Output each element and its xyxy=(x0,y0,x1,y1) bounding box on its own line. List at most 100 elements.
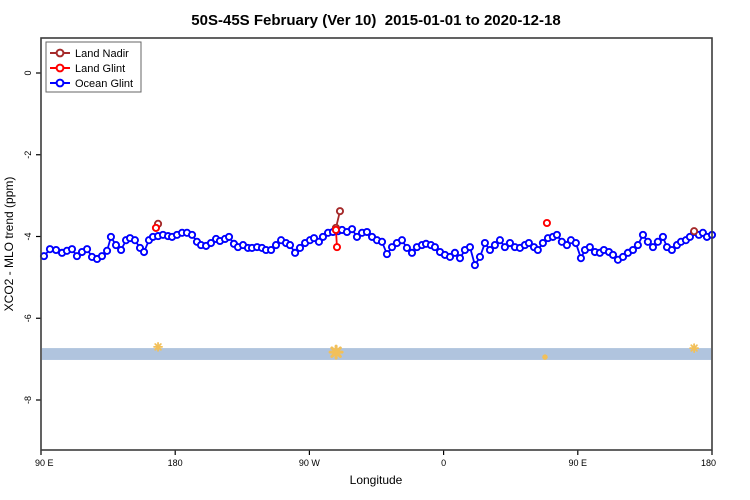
ocean-glint-point xyxy=(267,245,276,255)
ocean-glint-point xyxy=(667,245,676,255)
ocean-glint-point xyxy=(377,237,387,246)
ocean-glint-point xyxy=(455,254,465,263)
chart-title: 50S-45S February (Ver 10) 2015-01-01 to … xyxy=(191,12,560,29)
ocean-glint-point xyxy=(130,236,139,245)
y-tick-label: -2 xyxy=(23,151,33,159)
ocean-glint-point xyxy=(643,237,652,246)
legend-item-land-glint: Land Glint xyxy=(50,63,125,75)
ocean-glint-point xyxy=(291,248,300,257)
ocean-glint-point xyxy=(648,243,658,252)
land-nadir-point xyxy=(690,227,699,236)
legend-label: Ocean Glint xyxy=(75,78,133,90)
ocean-glint-point xyxy=(224,232,234,241)
ocean-glint-point xyxy=(362,227,372,237)
land-glint-point xyxy=(332,243,342,252)
ocean-glint-point xyxy=(445,252,455,261)
land-glint-point xyxy=(151,223,161,232)
x-axis-label: Longitude xyxy=(350,473,403,487)
ocean-glint-point xyxy=(480,238,489,248)
ocean-glint-point xyxy=(285,241,295,250)
ocean-glint-point xyxy=(382,250,391,259)
ocean-glint-point xyxy=(500,243,509,252)
ocean-glint-point xyxy=(533,245,542,255)
flag-mark-icon xyxy=(690,344,698,352)
ocean-glint-point xyxy=(628,245,638,255)
ocean-glint-point xyxy=(206,238,216,248)
ocean-glint-point xyxy=(117,245,126,255)
ocean-glint-point xyxy=(450,248,459,257)
ocean-glint-point xyxy=(187,230,197,239)
ocean-glint-point xyxy=(485,245,495,255)
ocean-glint-point-icon xyxy=(55,78,65,88)
ocean-glint-point xyxy=(495,236,505,245)
y-tick-label: -6 xyxy=(23,314,33,322)
flag-mark-icon xyxy=(154,343,162,351)
y-tick-label: -4 xyxy=(23,232,33,240)
y-axis-label: XCO2 - MLO trend (ppm) xyxy=(2,177,16,312)
ocean-glint-point xyxy=(314,237,323,246)
ocean-glint-point xyxy=(67,245,77,254)
ocean-glint-point xyxy=(352,232,362,241)
x-tick-label: 90 E xyxy=(35,458,54,468)
land-glint-point xyxy=(331,225,340,235)
ocean-glint-point xyxy=(562,241,571,250)
ocean-glint-point xyxy=(638,230,648,239)
ocean-glint-line xyxy=(43,227,713,268)
legend-item-ocean-glint: Ocean Glint xyxy=(50,78,133,90)
plot-area: 90 E 180 90 W 0 90 E 180 0 -2 -4 -6 -8 xyxy=(23,70,717,468)
ocean-glint-point xyxy=(658,232,667,241)
land-glint-point-icon xyxy=(55,63,65,73)
x-tick-label: 90 E xyxy=(569,458,588,468)
land-nadir-point xyxy=(335,207,345,216)
ocean-glint-point xyxy=(470,261,479,270)
ocean-glint-point xyxy=(139,247,149,257)
ocean-glint-point xyxy=(490,241,499,250)
ocean-glint-point xyxy=(571,238,580,248)
ocean-glint-point xyxy=(633,241,642,250)
ocean-glint-point xyxy=(106,232,115,241)
ocean-glint-point xyxy=(685,232,694,241)
flag-mark-icon xyxy=(542,354,548,360)
ocean-glint-point xyxy=(465,243,475,252)
ocean-glint-point xyxy=(103,246,112,255)
ocean-glint-point xyxy=(83,245,92,254)
x-tick-label: 0 xyxy=(441,458,446,468)
legend-item-land-nadir: Land Nadir xyxy=(50,48,129,60)
legend-label: Land Nadir xyxy=(75,48,129,60)
x-tick-label: 180 xyxy=(168,458,183,468)
highlight-band xyxy=(42,348,711,360)
x-tick-label: 90 W xyxy=(299,458,321,468)
ocean-glint-point xyxy=(72,252,81,261)
ocean-glint-point xyxy=(505,238,515,248)
ocean-glint-point xyxy=(347,225,357,234)
ocean-glint-point xyxy=(524,238,533,248)
ocean-glint-point xyxy=(618,252,628,261)
plot-border xyxy=(40,37,713,451)
ocean-glint-point xyxy=(552,230,561,239)
ocean-glint-point xyxy=(430,243,440,252)
legend: Land Nadir Land Glint Ocean Glint xyxy=(45,41,142,93)
ocean-glint-point xyxy=(271,241,281,250)
ocean-glint-point xyxy=(387,243,397,252)
land-nadir-point-icon xyxy=(55,48,65,58)
ocean-glint-point xyxy=(111,241,121,250)
ocean-glint-point xyxy=(608,250,618,259)
ocean-glint-point xyxy=(97,252,107,261)
ocean-glint-point xyxy=(585,243,594,252)
ocean-glint-point xyxy=(402,243,411,252)
flag-mark-icon xyxy=(330,346,342,358)
ocean-glint-point xyxy=(653,237,662,246)
ocean-glint-point xyxy=(39,252,49,261)
y-tick-label: 0 xyxy=(23,70,33,75)
ocean-glint-point xyxy=(318,232,328,241)
ocean-glint-point xyxy=(576,254,585,263)
ocean-glint-point xyxy=(295,243,305,252)
x-tick-label: 180 xyxy=(701,458,716,468)
land-glint-point xyxy=(542,218,551,228)
ocean-glint-point xyxy=(538,238,547,248)
ocean-glint-point xyxy=(407,248,417,257)
ocean-glint-point xyxy=(475,252,485,261)
ocean-glint-point xyxy=(397,236,407,245)
y-tick-label: -8 xyxy=(23,396,33,404)
